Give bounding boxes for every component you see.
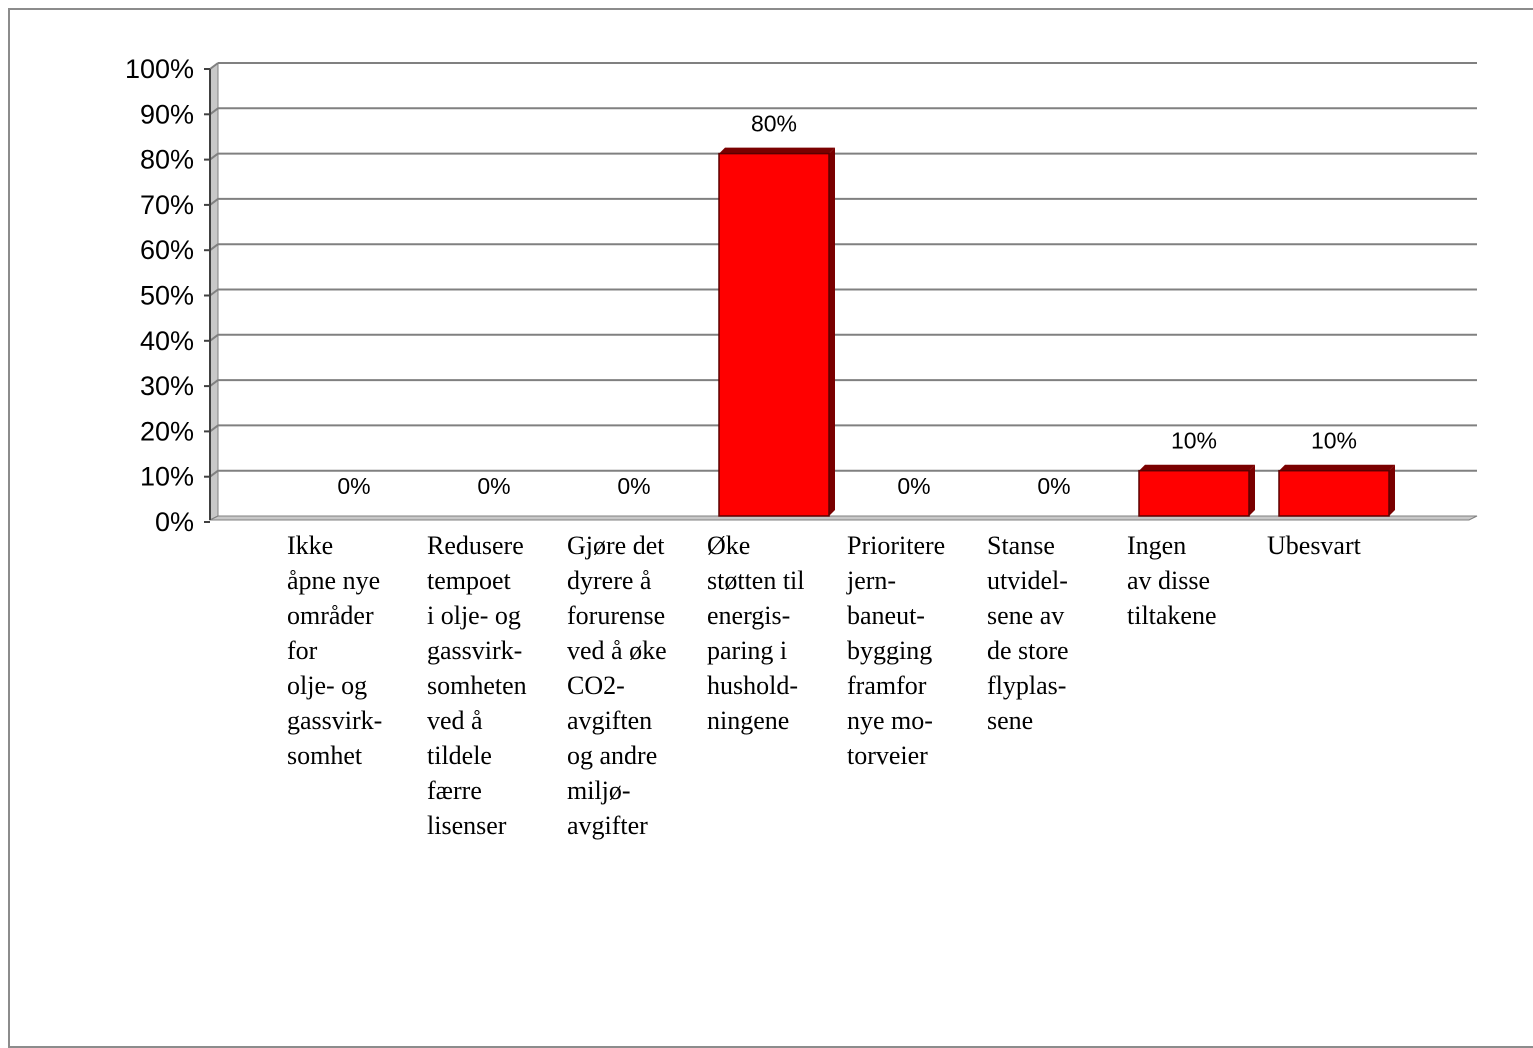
category-label: sene av <box>987 601 1064 630</box>
value-label: 0% <box>617 473 650 499</box>
category-label: støtten til <box>707 566 805 595</box>
gridline-side <box>209 152 219 161</box>
bar-side <box>829 147 835 516</box>
category-label: olje- og <box>287 671 367 700</box>
bar <box>1138 469 1250 517</box>
y-tick-label: 90% <box>140 99 194 129</box>
category-label: områder <box>287 601 374 630</box>
category-label: gassvirk- <box>427 636 522 665</box>
gridline-side <box>209 107 219 116</box>
category-label: ved å øke <box>567 636 667 665</box>
category-label: Prioritere <box>847 531 945 560</box>
bar <box>718 152 830 517</box>
value-label: 10% <box>1311 428 1357 454</box>
category-label: gassvirk- <box>287 706 382 735</box>
category-label: dyrere å <box>567 566 652 595</box>
category-label: og andre <box>567 741 657 770</box>
category-label: lisenser <box>427 811 507 840</box>
gridline-side <box>209 243 219 251</box>
y-tick-label: 50% <box>140 281 194 311</box>
gridline-side <box>209 198 219 206</box>
category-label: jern- <box>846 566 896 595</box>
category-label: baneut- <box>847 601 925 630</box>
gridline-side <box>209 379 219 387</box>
category-label: somheten <box>427 671 527 700</box>
y-tick-label: 30% <box>140 371 194 401</box>
value-labels: 0% 0% 0% 80% 0% 0% 10% 10% <box>337 111 1357 499</box>
y-tick-label: 10% <box>140 462 194 492</box>
category-label: framfor <box>847 671 927 700</box>
category-label: CO2- <box>567 671 625 700</box>
bar-side <box>1389 464 1395 516</box>
category-label: energis- <box>707 601 790 630</box>
gridline-side <box>209 469 219 478</box>
category-label: Øke <box>707 531 750 560</box>
value-label: 0% <box>897 473 930 499</box>
value-label: 0% <box>477 473 510 499</box>
category-label: miljø- <box>567 776 631 805</box>
category-label: avgifter <box>567 811 648 840</box>
gridline-side <box>209 62 219 70</box>
value-label: 10% <box>1171 428 1217 454</box>
bar-top <box>719 147 835 154</box>
category-label: Ingen <box>1127 531 1186 560</box>
category-label: for <box>287 636 318 665</box>
category-labels: Ikke åpne nye områder for olje- og gassvirk-s… <box>287 531 1362 840</box>
category-label: Ikke <box>287 531 333 560</box>
y-tick-label: 20% <box>140 416 194 446</box>
chart-walls <box>209 62 1478 521</box>
y-axis-ticks: 0% 10% 20% 30% 40% 50% 60% 70% 80% 90% 100% <box>125 54 211 537</box>
category-label: forurense <box>567 601 665 630</box>
category-label: av disse <box>1127 566 1210 595</box>
category-label: Redusere <box>427 531 524 560</box>
category-label: bygging <box>847 636 932 665</box>
category-label: utvidel- <box>987 566 1068 595</box>
gridlines <box>209 62 1477 478</box>
value-label: 0% <box>1037 473 1070 499</box>
category-label: Stanse <box>987 531 1055 560</box>
bar <box>1278 469 1390 517</box>
category-label: torveier <box>847 741 928 770</box>
category-label: de store <box>987 636 1069 665</box>
category-label: tempoet <box>427 566 512 595</box>
gridline-side <box>209 424 219 433</box>
bar-top <box>1279 464 1395 471</box>
category-label: avgiften <box>567 706 652 735</box>
y-tick-label: 60% <box>140 235 194 265</box>
category-label: sene <box>987 706 1033 735</box>
gridline-side <box>209 288 219 297</box>
gridline-side <box>209 333 219 342</box>
y-tick-label: 0% <box>155 507 194 537</box>
category-label: åpne nye <box>287 566 380 595</box>
category-label: nye mo- <box>847 706 933 735</box>
bar-side <box>1249 464 1255 516</box>
y-tick-label: 40% <box>140 326 194 356</box>
category-label: tildele <box>427 741 492 770</box>
category-label: i olje- og <box>427 601 521 630</box>
category-label: ved å <box>427 706 483 735</box>
value-label: 80% <box>751 111 797 137</box>
category-label: færre <box>427 776 482 805</box>
category-label: tiltakene <box>1127 601 1217 630</box>
category-label: Gjøre det <box>567 531 665 560</box>
category-label: flyplas- <box>987 671 1066 700</box>
category-label: ningene <box>707 706 789 735</box>
y-tick-label: 100% <box>125 54 194 84</box>
y-tick-label: 70% <box>140 190 194 220</box>
category-label: Ubesvart <box>1267 531 1362 560</box>
bar-top <box>1139 464 1255 471</box>
value-label: 0% <box>337 473 370 499</box>
category-label: paring i <box>707 636 787 665</box>
chart-floor <box>209 515 1478 521</box>
bars <box>718 147 1395 517</box>
category-label: somhet <box>287 741 363 770</box>
y-tick-label: 80% <box>140 145 194 175</box>
category-label: hushold- <box>707 671 798 700</box>
